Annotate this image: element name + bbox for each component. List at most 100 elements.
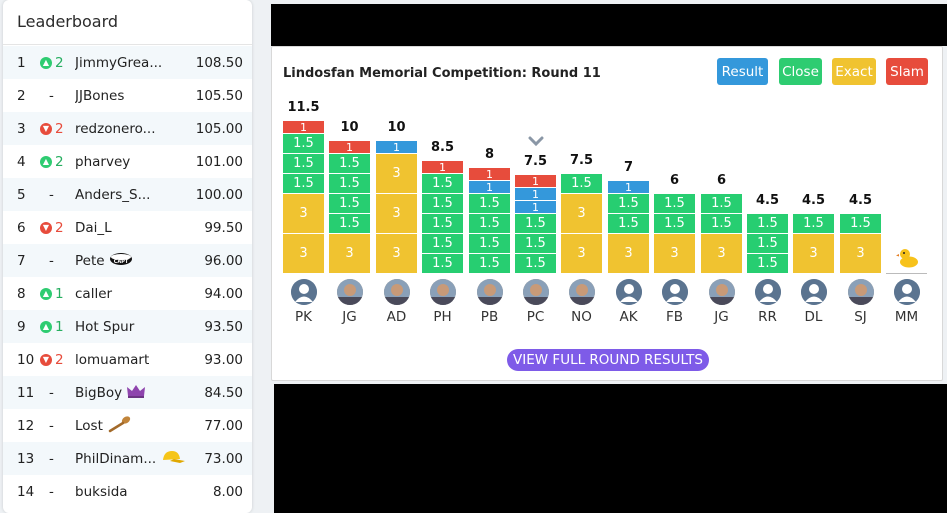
bar-total-label: 8.5 <box>430 140 455 155</box>
bar-segment-result: 1 <box>469 180 510 194</box>
rank: 9 <box>17 318 26 335</box>
bar-segment-close: 1.5 <box>329 193 370 213</box>
default-avatar-icon[interactable] <box>801 279 827 305</box>
player-name: buksida <box>75 483 128 500</box>
avatar[interactable] <box>384 279 410 305</box>
rank-change: 2 <box>55 153 64 170</box>
player-score: 73.00 <box>204 450 243 467</box>
player-score: 101.00 <box>195 153 243 170</box>
bar-segment-close: 1.5 <box>793 213 834 233</box>
bar-segment-exact: 3 <box>283 233 324 273</box>
chevron-down-icon[interactable] <box>528 132 544 147</box>
bar-segment-close: 1.5 <box>422 213 463 233</box>
bar-segment-slam: 1 <box>515 174 556 188</box>
view-full-round-results-button[interactable]: VIEW FULL ROUND RESULTS <box>507 349 709 371</box>
player-score: 77.00 <box>204 417 243 434</box>
leaderboard-row[interactable]: 13- PhilDinam... 73.00 <box>3 442 252 475</box>
player-name: Hot Spur <box>75 318 135 335</box>
player-name: PhilDinam... <box>75 450 157 467</box>
bar-segment-close: 1.5 <box>515 253 556 273</box>
leaderboard-row[interactable]: 10 ▼ 2 lomuamart 93.00 <box>3 343 252 376</box>
bar-total-label: 4.5 <box>801 193 826 208</box>
player-name: Lost <box>75 417 103 434</box>
leaderboard-row[interactable]: 5 - Anders_S... 100.00 <box>3 178 252 211</box>
player-name-cell: Pete CAPT <box>75 252 190 270</box>
leaderboard-row[interactable]: 7 - Pete CAPT 96.00 <box>3 244 252 277</box>
rank: 14 <box>17 483 35 500</box>
default-avatar-icon[interactable] <box>755 279 781 305</box>
avatar[interactable] <box>523 279 549 305</box>
rank-change: - <box>49 384 54 401</box>
leaderboard-row[interactable]: 6 ▼ 2 Dai_L 99.50 <box>3 211 252 244</box>
slam-button[interactable]: Slam <box>886 58 928 85</box>
player-name: caller <box>75 285 113 302</box>
empty-bar-baseline <box>886 273 927 274</box>
player-initials: PC <box>526 309 545 325</box>
bar-segment-close: 1.5 <box>515 233 556 253</box>
rank-change: 2 <box>55 219 64 236</box>
bar-segment-close: 1.5 <box>654 213 695 233</box>
rank: 10 <box>17 351 35 368</box>
leaderboard-row[interactable]: 3 ▼ 2 redzonero... 105.00 <box>3 112 252 145</box>
leaderboard-row[interactable]: 9 ▲ 1 Hot Spur 93.50 <box>3 310 252 343</box>
bar-segment-slam: 1 <box>283 120 324 134</box>
player-score: 100.00 <box>195 186 243 203</box>
default-avatar-icon[interactable] <box>291 279 317 305</box>
player-name: JimmyGrea... <box>75 54 163 71</box>
rank-movement: - <box>40 385 72 401</box>
leaderboard-row[interactable]: 1 ▲ 2 JimmyGrea... 108.50 <box>3 46 252 79</box>
player-score: 99.50 <box>204 219 243 236</box>
player-name-cell: redzonero... <box>75 121 190 137</box>
player-name-cell: Anders_S... <box>75 187 190 203</box>
bar-total-label: 4.5 <box>755 193 780 208</box>
player-name-cell: lomuamart <box>75 352 190 368</box>
bar-segment-close: 1.5 <box>329 213 370 233</box>
avatar[interactable] <box>709 279 735 305</box>
down-arrow-icon: ▼ <box>40 221 52 234</box>
rank-change: 1 <box>55 285 64 302</box>
player-name: pharvey <box>75 153 131 170</box>
close-button[interactable]: Close <box>779 58 822 85</box>
leaderboard-row[interactable]: 11- BigBoy 84.50 <box>3 376 252 409</box>
bar-segment-slam: 1 <box>422 160 463 174</box>
result-button[interactable]: Result <box>717 58 768 85</box>
bar-segment-result: 1 <box>608 180 649 194</box>
player-initials: JG <box>342 309 357 325</box>
bar-total-label: 8 <box>484 147 495 162</box>
rank: 3 <box>17 120 26 137</box>
rank-change: - <box>49 87 54 104</box>
bar-total-label: 7 <box>623 160 634 175</box>
leaderboard-row[interactable]: 14- buksida 8.00 <box>3 475 252 508</box>
rank: 13 <box>17 450 35 467</box>
leaderboard-row[interactable]: 8 ▲ 1 caller 94.00 <box>3 277 252 310</box>
rank-movement: ▲ 2 <box>40 55 72 71</box>
leaderboard-row[interactable]: 2 - JJBones 105.50 <box>3 79 252 112</box>
bar-segment-exact: 3 <box>701 233 742 273</box>
bar-segment-slam: 1 <box>469 167 510 181</box>
bar-segment-close: 1.5 <box>608 193 649 213</box>
default-avatar-icon[interactable] <box>894 279 920 305</box>
leaderboard-row[interactable]: 12- Lost 77.00 <box>3 409 252 442</box>
exact-button[interactable]: Exact <box>832 58 876 85</box>
rank: 11 <box>17 384 35 401</box>
svg-text:CAPT: CAPT <box>113 259 128 265</box>
bar-segment-close: 1.5 <box>283 173 324 193</box>
bar-segment-close: 1.5 <box>422 173 463 193</box>
leaderboard-row[interactable]: 4 ▲ 2 pharvey 101.00 <box>3 145 252 178</box>
player-initials: MM <box>894 309 919 325</box>
rank-change: 1 <box>55 318 64 335</box>
avatar[interactable] <box>477 279 503 305</box>
player-name-cell: JJBones <box>75 88 190 104</box>
default-avatar-icon[interactable] <box>616 279 642 305</box>
avatar[interactable] <box>569 279 595 305</box>
bar-segment-close: 1.5 <box>422 253 463 273</box>
bar-segment-close: 1.5 <box>654 193 695 213</box>
rank-movement: - <box>40 253 72 269</box>
rank-change: 2 <box>55 120 64 137</box>
avatar[interactable] <box>848 279 874 305</box>
bar-segment-close: 1.5 <box>329 173 370 193</box>
default-avatar-icon[interactable] <box>662 279 688 305</box>
avatar[interactable] <box>430 279 456 305</box>
bar-segment-exact: 3 <box>561 193 602 233</box>
avatar[interactable] <box>337 279 363 305</box>
